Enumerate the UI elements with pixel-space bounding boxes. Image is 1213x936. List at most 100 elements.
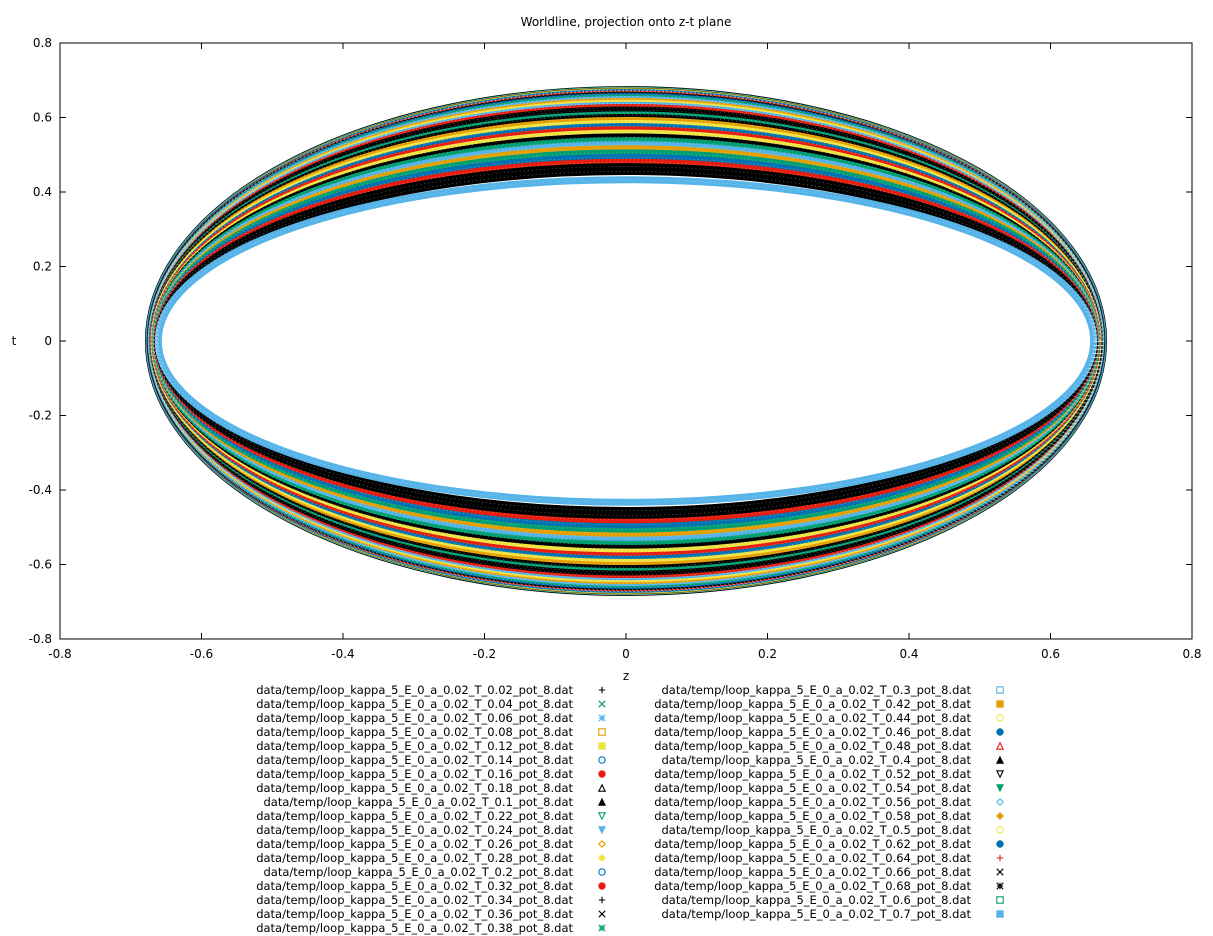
x-axis-label: z bbox=[623, 669, 629, 683]
series-ring-texture-19 bbox=[151, 104, 1101, 578]
legend-label: data/temp/loop_kappa_5_E_0_a_0.02_T_0.64… bbox=[654, 851, 971, 865]
legend-label: data/temp/loop_kappa_5_E_0_a_0.02_T_0.3_… bbox=[662, 683, 972, 697]
legend-marker-icon bbox=[995, 784, 1005, 793]
legend-marker-icon bbox=[598, 924, 606, 932]
legend-marker-icon bbox=[598, 728, 606, 736]
x-tick-label: 0.4 bbox=[899, 647, 918, 661]
legend-label: data/temp/loop_kappa_5_E_0_a_0.02_T_0.7_… bbox=[662, 907, 972, 921]
legend-label: data/temp/loop_kappa_5_E_0_a_0.02_T_0.12… bbox=[256, 739, 573, 753]
legend-label: data/temp/loop_kappa_5_E_0_a_0.02_T_0.44… bbox=[654, 711, 971, 725]
legend-label: data/temp/loop_kappa_5_E_0_a_0.02_T_0.08… bbox=[256, 725, 573, 739]
x-tick-label: 0.2 bbox=[758, 647, 777, 661]
series-ring-texture-34 bbox=[155, 152, 1097, 530]
legend-entry: data/temp/loop_kappa_5_E_0_a_0.02_T_0.22… bbox=[256, 809, 607, 823]
legend-marker-icon bbox=[996, 812, 1004, 820]
legend-entry: data/temp/loop_kappa_5_E_0_a_0.02_T_0.5_… bbox=[662, 823, 1004, 837]
axes: -0.8 -0.6 -0.4 -0.2 0 0.2 0.4 0.6 0.8 0.8 0.6 0.4 0.… bbox=[29, 36, 1202, 661]
x-tick-label: -0.4 bbox=[331, 647, 354, 661]
legend-entry: data/temp/loop_kappa_5_E_0_a_0.02_T_0.64… bbox=[654, 851, 1004, 865]
legend-entry: data/temp/loop_kappa_5_E_0_a_0.02_T_0.02… bbox=[256, 683, 606, 697]
y-tick-label: 0.2 bbox=[33, 260, 52, 274]
series-ring-texture-33 bbox=[157, 171, 1095, 511]
x-tick-label: 0 bbox=[622, 647, 630, 661]
series-ring-texture-6 bbox=[149, 92, 1103, 590]
legend-entry: data/temp/loop_kappa_5_E_0_a_0.02_T_0.38… bbox=[256, 921, 606, 935]
legend-marker-icon bbox=[996, 854, 1004, 862]
legend-entry: data/temp/loop_kappa_5_E_0_a_0.02_T_0.54… bbox=[654, 781, 1005, 795]
y-tick-label: -0.8 bbox=[29, 632, 52, 646]
y-tick-label: 0.6 bbox=[33, 111, 52, 125]
series-ring-texture-21 bbox=[153, 123, 1099, 559]
legend-label: data/temp/loop_kappa_5_E_0_a_0.02_T_0.54… bbox=[654, 781, 971, 795]
legend-marker-icon bbox=[995, 770, 1005, 779]
x-tick-label: -0.2 bbox=[473, 647, 496, 661]
legend-entry: data/temp/loop_kappa_5_E_0_a_0.02_T_0.58… bbox=[654, 809, 1004, 823]
legend-label: data/temp/loop_kappa_5_E_0_a_0.02_T_0.16… bbox=[256, 767, 573, 781]
legend-entry: data/temp/loop_kappa_5_E_0_a_0.02_T_0.14… bbox=[256, 753, 606, 767]
legend-marker-icon bbox=[996, 728, 1004, 736]
legend-label: data/temp/loop_kappa_5_E_0_a_0.02_T_0.26… bbox=[256, 837, 573, 851]
legend-label: data/temp/loop_kappa_5_E_0_a_0.02_T_0.22… bbox=[256, 809, 573, 823]
legend-marker-icon bbox=[597, 826, 607, 835]
x-tick-label: -0.8 bbox=[48, 647, 71, 661]
legend-marker-icon bbox=[597, 812, 607, 821]
series-ring-texture-1 bbox=[148, 89, 1104, 593]
legend-entry: data/temp/loop_kappa_5_E_0_a_0.02_T_0.3_… bbox=[662, 683, 1004, 697]
legend-label: data/temp/loop_kappa_5_E_0_a_0.02_T_0.18… bbox=[256, 781, 573, 795]
legend-label: data/temp/loop_kappa_5_E_0_a_0.02_T_0.62… bbox=[654, 837, 971, 851]
legend-marker-icon bbox=[996, 910, 1004, 918]
y-tick-label: -0.4 bbox=[29, 483, 52, 497]
legend-label: data/temp/loop_kappa_5_E_0_a_0.02_T_0.5_… bbox=[662, 823, 972, 837]
series-ring-texture-11 bbox=[150, 99, 1102, 583]
x-tick-label: 0.8 bbox=[1182, 647, 1201, 661]
legend-entry: data/temp/loop_kappa_5_E_0_a_0.02_T_0.16… bbox=[256, 767, 606, 781]
legend-label: data/temp/loop_kappa_5_E_0_a_0.02_T_0.04… bbox=[256, 697, 573, 711]
legend-marker-icon bbox=[996, 840, 1004, 848]
legend-marker-icon bbox=[597, 783, 607, 792]
series-ring-texture-26 bbox=[155, 140, 1097, 542]
legend-marker-icon bbox=[598, 714, 606, 722]
legend-label: data/temp/loop_kappa_5_E_0_a_0.02_T_0.46… bbox=[654, 725, 971, 739]
legend-marker-icon bbox=[598, 896, 606, 904]
series-ring-texture-24 bbox=[153, 117, 1099, 565]
legend-marker-icon bbox=[598, 700, 606, 708]
legend-marker-icon bbox=[995, 755, 1005, 764]
legend-marker-icon bbox=[598, 910, 606, 918]
legend-marker-icon bbox=[996, 700, 1004, 708]
y-axis-label: t bbox=[12, 334, 17, 348]
y-tick-label: 0.8 bbox=[33, 36, 52, 50]
y-tick-label: 0.4 bbox=[33, 185, 52, 199]
legend-label: data/temp/loop_kappa_5_E_0_a_0.02_T_0.34… bbox=[256, 893, 573, 907]
legend-label: data/temp/loop_kappa_5_E_0_a_0.02_T_0.36… bbox=[256, 907, 573, 921]
legend-label: data/temp/loop_kappa_5_E_0_a_0.02_T_0.66… bbox=[654, 865, 971, 879]
legend-entry: data/temp/loop_kappa_5_E_0_a_0.02_T_0.68… bbox=[654, 879, 1004, 893]
series-ring-texture-3 bbox=[148, 90, 1104, 592]
legend-marker-icon bbox=[598, 882, 606, 890]
legend-entry: data/temp/loop_kappa_5_E_0_a_0.02_T_0.06… bbox=[256, 711, 606, 725]
legend-marker-icon bbox=[598, 854, 606, 862]
legend-entry: data/temp/loop_kappa_5_E_0_a_0.02_T_0.36… bbox=[256, 907, 606, 921]
legend-label: data/temp/loop_kappa_5_E_0_a_0.02_T_0.06… bbox=[256, 711, 573, 725]
series-ring-texture-16 bbox=[152, 109, 1100, 573]
legend-label: data/temp/loop_kappa_5_E_0_a_0.02_T_0.38… bbox=[256, 921, 573, 935]
legend-label: data/temp/loop_kappa_5_E_0_a_0.02_T_0.52… bbox=[654, 767, 971, 781]
legend-label: data/temp/loop_kappa_5_E_0_a_0.02_T_0.1_… bbox=[264, 795, 574, 809]
legend-entry: data/temp/loop_kappa_5_E_0_a_0.02_T_0.56… bbox=[654, 795, 1004, 809]
legend-entry: data/temp/loop_kappa_5_E_0_a_0.02_T_0.66… bbox=[654, 865, 1004, 879]
legend-entry: data/temp/loop_kappa_5_E_0_a_0.02_T_0.48… bbox=[654, 739, 1005, 753]
legend-marker-icon bbox=[598, 686, 606, 694]
legend-marker-icon bbox=[598, 742, 606, 750]
series-ring-texture-8 bbox=[150, 94, 1102, 588]
legend-label: data/temp/loop_kappa_5_E_0_a_0.02_T_0.56… bbox=[654, 795, 971, 809]
legend-marker-icon bbox=[597, 797, 607, 806]
legend-marker-icon bbox=[996, 798, 1004, 806]
legend-marker-icon bbox=[996, 686, 1004, 694]
legend-label: data/temp/loop_kappa_5_E_0_a_0.02_T_0.4_… bbox=[662, 753, 972, 767]
legend-entry: data/temp/loop_kappa_5_E_0_a_0.02_T_0.1_… bbox=[264, 795, 607, 809]
legend-label: data/temp/loop_kappa_5_E_0_a_0.02_T_0.42… bbox=[654, 697, 971, 711]
legend-label: data/temp/loop_kappa_5_E_0_a_0.02_T_0.28… bbox=[256, 851, 573, 865]
legend-label: data/temp/loop_kappa_5_E_0_a_0.02_T_0.02… bbox=[256, 683, 573, 697]
legend-marker-icon bbox=[996, 714, 1004, 722]
legend-entry: data/temp/loop_kappa_5_E_0_a_0.02_T_0.28… bbox=[256, 851, 606, 865]
